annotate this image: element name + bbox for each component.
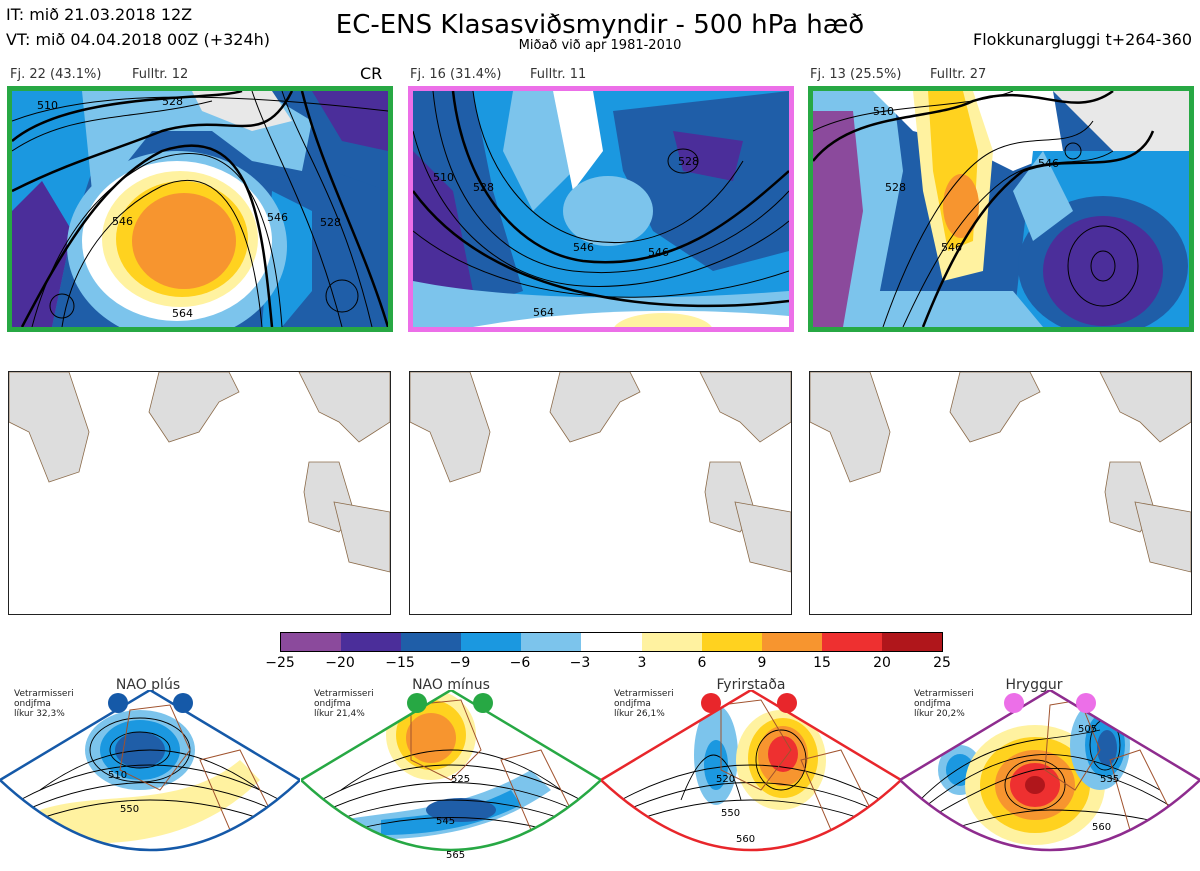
contour-label: 564 [533,306,554,319]
colorbar-tick: −6 [509,655,531,671]
cluster-map-3: 510 528 546 546 [808,86,1194,332]
cluster-3-label: Fj. 13 (25.5%) [810,67,902,82]
contour-label: 528 [885,181,906,194]
contour-label: 546 [941,241,962,254]
regime-3-season: Vetrarmisseri ondjfma líkur 26,1% [614,689,674,719]
colorbar-tick: 15 [813,655,831,671]
regime-3-name: Fyrirstaða [716,677,786,693]
colorbar-swatch [581,633,642,651]
cluster-map-1: 510 528 546 564 528 546 [7,86,393,332]
regime-2-map: 525 545 565 [301,690,601,861]
contour-label: 528 [320,216,341,229]
contour-label: 545 [436,816,455,827]
basemap-1 [8,371,391,615]
cluster-1-tag: CR [360,64,383,83]
regime-2-dot-right [473,693,493,713]
regime-4-dot-left [1004,693,1024,713]
regime-1-dot-left [108,693,128,713]
contour-label: 525 [451,774,470,785]
page-title: EC-ENS Klasasviðsmyndir - 500 hPa hæð [335,10,865,40]
contour-label: 550 [721,808,740,819]
colorbar-swatch [881,633,943,651]
regime-2-dot-left [407,693,427,713]
contour-label: 560 [1092,822,1111,833]
regime-3-dot-left [701,693,721,713]
regime-4-dot-right [1076,693,1096,713]
colorbar-tick: −25 [265,655,295,671]
colorbar-swatch [401,633,462,651]
contour-label: 560 [736,834,755,845]
contour-label: 505 [1078,724,1097,735]
regime-4-season: Vetrarmisseri ondjfma líkur 20,2% [914,689,974,719]
contour-label: 528 [678,155,699,168]
contour-label: 520 [716,774,735,785]
contour-label: 535 [1100,774,1119,785]
colorbar-swatch [461,633,522,651]
regime-3-map: 520 550 560 [601,690,901,852]
colorbar-swatch [641,633,702,651]
colorbar-swatch [281,633,342,651]
regime-1-season: Vetrarmisseri ondjfma líkur 32,3% [14,689,74,719]
colorbar-tick: −15 [385,655,415,671]
cluster-2-label: Fj. 16 (31.4%) [410,67,502,82]
cluster-1-rep: Fulltr. 12 [132,67,189,82]
colorbar-tick: 6 [697,655,707,671]
regime-1-name: NAO plús [115,677,181,693]
page-subtitle: Miðað við apr 1981-2010 [518,38,682,53]
regime-2-name: NAO mínus [412,677,490,693]
contour-label: 550 [120,804,139,815]
colorbar-swatch [821,633,882,651]
contour-label: 546 [1038,157,1059,170]
contour-label: 510 [108,770,127,781]
colorbar-tick: −3 [569,655,591,671]
colorbar-swatch [701,633,762,651]
initial-time: IT: mið 21.03.2018 12Z [6,5,193,24]
cluster-2-rep: Fulltr. 11 [530,67,587,82]
regime-1-map: 510 550 [0,690,300,852]
contour-label: 510 [37,99,58,112]
cluster-map-2: 510 528 546 546 528 564 [408,86,794,332]
contour-label: 528 [162,95,183,108]
contour-label: 510 [873,105,894,118]
contour-label: 564 [172,307,193,320]
regime-3-dot-right [777,693,797,713]
colorbar-swatch [761,633,822,651]
basemap-2 [409,371,792,615]
valid-time: VT: mið 04.04.2018 00Z (+324h) [6,30,271,49]
contour-label: 510 [433,171,454,184]
colorbar-tick: 3 [637,655,647,671]
contour-label: 546 [112,215,133,228]
contour-label: 528 [473,181,494,194]
colorbar-tick: −20 [325,655,355,671]
colorbar [280,632,943,652]
basemap-3 [809,371,1192,615]
cluster-3-rep: Fulltr. 27 [930,67,987,82]
colorbar-swatch [521,633,582,651]
colorbar-swatch [341,633,402,651]
contour-label: 546 [267,211,288,224]
colorbar-tick: 25 [933,655,951,671]
regime-4-map: 505 535 560 [900,690,1200,852]
contour-label: 546 [573,241,594,254]
regime-4-name: Hryggur [1005,677,1063,693]
classification-window: Flokkunargluggi t+264-360 [973,30,1192,49]
contour-label: 546 [648,246,669,259]
regime-2-season: Vetrarmisseri ondjfma líkur 21,4% [314,689,374,719]
colorbar-tick: 9 [757,655,767,671]
colorbar-tick: −9 [449,655,471,671]
colorbar-tick: 20 [873,655,891,671]
cluster-1-label: Fj. 22 (43.1%) [10,67,102,82]
contour-label: 565 [446,850,465,861]
regime-1-dot-right [173,693,193,713]
